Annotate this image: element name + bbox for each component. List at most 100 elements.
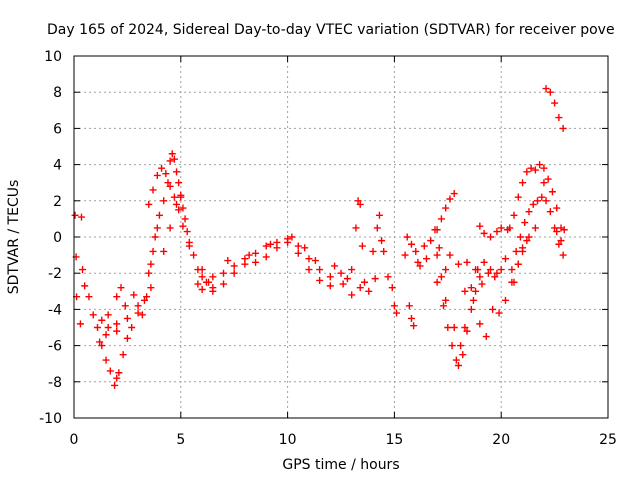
data-point bbox=[190, 251, 198, 259]
data-point bbox=[525, 208, 533, 216]
data-point bbox=[147, 284, 155, 292]
data-point bbox=[463, 258, 471, 266]
data-point bbox=[151, 233, 159, 241]
data-point bbox=[220, 269, 228, 277]
series-tracks-morning bbox=[143, 150, 217, 301]
data-point bbox=[442, 266, 450, 274]
y-tick-label: 6 bbox=[53, 121, 62, 137]
data-point bbox=[128, 324, 136, 331]
data-point bbox=[113, 320, 121, 328]
data-point bbox=[71, 211, 79, 219]
data-point bbox=[508, 266, 516, 274]
data-point bbox=[422, 255, 430, 263]
data-point bbox=[546, 88, 554, 96]
data-point bbox=[113, 327, 121, 335]
data-point bbox=[551, 99, 559, 107]
data-point bbox=[155, 211, 163, 219]
data-point bbox=[420, 242, 428, 250]
data-point bbox=[358, 242, 366, 250]
data-point bbox=[487, 266, 495, 274]
x-tick-label: 20 bbox=[492, 432, 510, 448]
data-point bbox=[369, 247, 377, 255]
data-point bbox=[375, 211, 383, 219]
data-point bbox=[175, 179, 183, 187]
data-point bbox=[348, 291, 356, 299]
y-tick-label: 10 bbox=[44, 49, 62, 65]
data-point bbox=[168, 150, 176, 158]
data-point bbox=[348, 266, 356, 274]
data-point bbox=[546, 208, 554, 216]
data-point bbox=[356, 200, 364, 208]
data-point bbox=[514, 193, 522, 201]
data-point bbox=[435, 244, 443, 252]
data-point bbox=[476, 273, 484, 281]
data-point bbox=[241, 260, 249, 268]
data-point bbox=[198, 273, 206, 281]
data-point bbox=[501, 296, 509, 304]
data-point bbox=[540, 179, 548, 187]
data-point bbox=[560, 226, 568, 234]
chart-title: Day 165 of 2024, Sidereal Day-to-day VTE… bbox=[47, 22, 615, 38]
data-point bbox=[467, 284, 475, 292]
data-point bbox=[198, 285, 206, 293]
data-point bbox=[267, 240, 275, 248]
data-point bbox=[506, 224, 514, 232]
data-point bbox=[446, 251, 454, 259]
data-point bbox=[553, 204, 561, 212]
series-tracks-midday bbox=[198, 233, 345, 295]
axis-ticks: 0 5 10 15 20 25 -10 -8 -6 -4 -2 0 2 4 6 8 10 bbox=[39, 49, 617, 448]
data-point bbox=[521, 219, 529, 227]
data-point bbox=[209, 273, 217, 281]
data-point bbox=[480, 229, 488, 237]
data-point bbox=[170, 155, 178, 163]
data-point bbox=[352, 224, 360, 232]
data-point bbox=[149, 247, 157, 255]
data-point bbox=[316, 276, 324, 284]
data-point bbox=[177, 193, 185, 201]
data-point bbox=[311, 257, 319, 265]
data-point bbox=[446, 195, 454, 203]
data-point bbox=[523, 168, 531, 176]
y-axis-label: SDTVAR / TECUs bbox=[6, 180, 22, 295]
data-point bbox=[79, 266, 87, 274]
data-point bbox=[452, 356, 460, 364]
data-point bbox=[457, 342, 465, 350]
data-point bbox=[96, 338, 104, 346]
data-point bbox=[544, 175, 552, 183]
data-point bbox=[512, 247, 520, 255]
data-point bbox=[519, 244, 527, 252]
data-point bbox=[123, 334, 131, 342]
data-point bbox=[416, 262, 424, 270]
y-tick-label: 2 bbox=[53, 194, 62, 210]
data-point bbox=[380, 247, 388, 255]
data-point bbox=[551, 224, 559, 232]
data-point bbox=[113, 374, 121, 382]
data-point bbox=[140, 296, 148, 304]
data-point bbox=[85, 293, 93, 301]
data-point bbox=[173, 200, 181, 208]
data-point bbox=[433, 278, 441, 286]
series-tracks-afternoon bbox=[339, 197, 450, 330]
data-point bbox=[98, 342, 106, 350]
data-point bbox=[138, 311, 146, 319]
y-tick-label: 8 bbox=[53, 85, 62, 101]
data-point bbox=[106, 367, 114, 375]
data-point bbox=[262, 242, 270, 250]
data-point bbox=[444, 324, 452, 331]
data-point bbox=[442, 204, 450, 212]
data-point bbox=[360, 278, 368, 286]
data-point bbox=[130, 291, 138, 299]
data-point bbox=[185, 242, 193, 250]
data-point bbox=[339, 280, 347, 288]
data-point bbox=[134, 309, 142, 317]
data-point bbox=[245, 251, 253, 259]
data-point bbox=[516, 233, 524, 241]
data-point bbox=[81, 282, 89, 290]
data-point bbox=[523, 237, 531, 245]
data-point bbox=[102, 331, 110, 339]
data-point bbox=[534, 197, 542, 205]
data-point bbox=[393, 309, 401, 317]
data-point bbox=[284, 238, 292, 246]
data-point bbox=[555, 114, 563, 122]
y-tick-label: 0 bbox=[53, 230, 62, 246]
